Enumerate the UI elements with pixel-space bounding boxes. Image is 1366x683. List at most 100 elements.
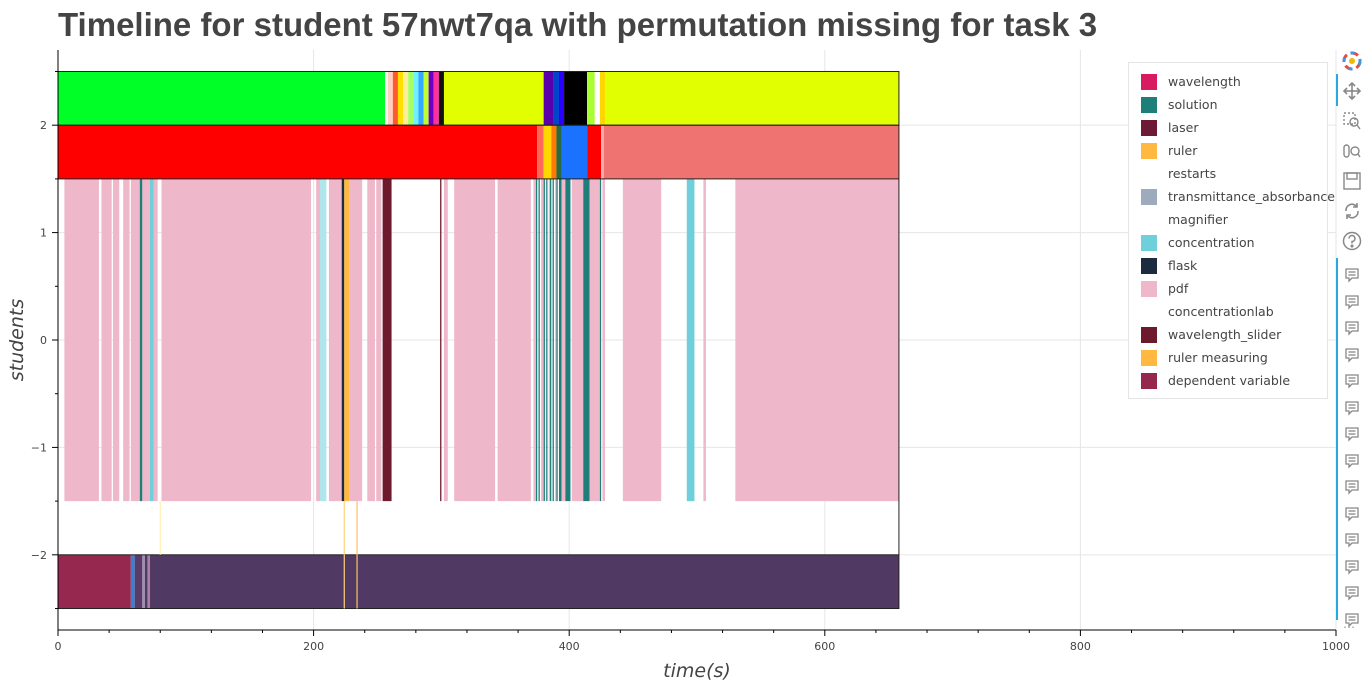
timeline-segment — [142, 178, 151, 502]
timeline-segment — [556, 178, 558, 502]
timeline-segment — [142, 554, 145, 609]
timeline-segment — [64, 178, 99, 502]
timeline-segment — [622, 178, 662, 502]
hover-tool-icon[interactable] — [1341, 317, 1363, 339]
timeline-segment — [144, 554, 148, 609]
timeline-segment — [550, 178, 552, 502]
hover-tool-icon[interactable] — [1341, 609, 1363, 631]
timeline-segment — [130, 554, 135, 609]
save-icon[interactable] — [1341, 170, 1363, 192]
timeline-segment — [541, 178, 544, 502]
legend-item: wavelength — [1129, 70, 1327, 93]
box-zoom-icon[interactable] — [1341, 110, 1363, 132]
hover-tool-icon[interactable] — [1341, 397, 1363, 419]
timeline-segment — [423, 71, 429, 126]
timeline-segment — [428, 71, 434, 126]
timeline-segment — [543, 71, 554, 126]
x-tick-label: 200 — [303, 640, 324, 653]
timeline-segment — [497, 178, 531, 502]
hover-tool-icon[interactable] — [1341, 582, 1363, 604]
hover-tool-icon[interactable] — [1341, 344, 1363, 366]
toolbar: ⋯ — [1336, 48, 1366, 678]
legend-label: restarts — [1168, 166, 1217, 181]
timeline-segment — [594, 71, 600, 126]
timeline-segment — [443, 178, 448, 502]
legend-item: wavelength_slider — [1129, 323, 1327, 346]
reset-icon[interactable] — [1341, 200, 1363, 222]
hover-tool-icon[interactable] — [1341, 423, 1363, 445]
timeline-segment — [537, 125, 544, 179]
hover-tool-icon[interactable] — [1341, 529, 1363, 551]
timeline-segment — [382, 178, 392, 502]
timeline-segment — [703, 178, 706, 502]
hover-tool-icon[interactable] — [1341, 291, 1363, 313]
y-tick-label: 2 — [40, 119, 47, 132]
hover-tool-icon[interactable] — [1341, 450, 1363, 472]
timeline-segment — [385, 71, 388, 126]
legend-label: wavelength — [1168, 74, 1241, 89]
toolbar-group-indicator — [1336, 258, 1338, 620]
timeline-segment — [150, 554, 899, 609]
legend-swatch — [1141, 73, 1157, 90]
hover-tool-icon[interactable] — [1341, 503, 1363, 525]
legend-label: concentrationlab — [1168, 304, 1274, 319]
legend-swatch — [1141, 372, 1157, 389]
timeline-segment — [316, 178, 320, 502]
legend-item: dependent variable — [1129, 369, 1327, 392]
timeline-segment — [408, 71, 414, 126]
legend-label: transmittance_absorbance — [1168, 189, 1335, 204]
legend-swatch — [1141, 257, 1157, 274]
timeline-bands — [57, 70, 900, 610]
more-tools-icon[interactable]: ⋯ — [1343, 620, 1355, 634]
help-icon[interactable] — [1341, 230, 1363, 252]
timeline-segment — [587, 71, 595, 126]
x-tick-label: 600 — [814, 640, 835, 653]
timeline-segment — [571, 178, 584, 502]
timeline-segment — [599, 71, 605, 126]
hover-tool-icon[interactable] — [1341, 556, 1363, 578]
timeline-segment — [130, 178, 140, 502]
legend-swatch — [1141, 326, 1157, 343]
wheel-zoom-icon[interactable] — [1341, 140, 1363, 162]
timeline-segment — [134, 554, 143, 609]
toolbar-group-indicator — [1336, 74, 1338, 106]
timeline-segment — [161, 178, 312, 502]
legend-item: laser — [1129, 116, 1327, 139]
hover-tool-icon[interactable] — [1341, 370, 1363, 392]
hover-tool-icon[interactable] — [1341, 476, 1363, 498]
timeline-segment — [139, 178, 143, 502]
legend-item: flask — [1129, 254, 1327, 277]
legend-label: laser — [1168, 120, 1199, 135]
hover-tool-icon[interactable] — [1341, 264, 1363, 286]
legend-item: magnifier — [1129, 208, 1327, 231]
timeline-segment — [341, 178, 345, 502]
timeline-segment — [604, 71, 899, 126]
timeline-segment — [548, 178, 551, 502]
legend-swatch — [1141, 303, 1157, 320]
timeline-segment — [552, 178, 554, 502]
timeline-segment — [561, 178, 566, 502]
legend-swatch — [1141, 142, 1157, 159]
x-axis-label: time(s) — [663, 660, 731, 682]
legend-swatch — [1141, 165, 1157, 182]
legend-swatch — [1141, 211, 1157, 228]
timeline-segment — [735, 178, 899, 502]
timeline-segment — [344, 178, 350, 502]
timeline-segment — [583, 178, 590, 502]
pan-icon[interactable] — [1341, 80, 1363, 102]
legend-swatch — [1141, 119, 1157, 136]
timeline-segment — [58, 71, 386, 126]
legend-label: concentration — [1168, 235, 1255, 250]
timeline-segment — [58, 554, 131, 609]
legend-label: wavelength_slider — [1168, 327, 1282, 342]
bokeh-logo-icon[interactable] — [1341, 50, 1363, 72]
timeline-segment — [589, 178, 600, 502]
timeline-segment — [558, 71, 565, 126]
timeline-segment — [319, 178, 327, 502]
legend-item: pdf — [1129, 277, 1327, 300]
legend-item: restarts — [1129, 162, 1327, 185]
y-tick-label: 0 — [40, 334, 47, 347]
timeline-segment — [387, 71, 393, 126]
timeline-segment — [454, 178, 496, 502]
timeline-segment — [349, 178, 363, 502]
